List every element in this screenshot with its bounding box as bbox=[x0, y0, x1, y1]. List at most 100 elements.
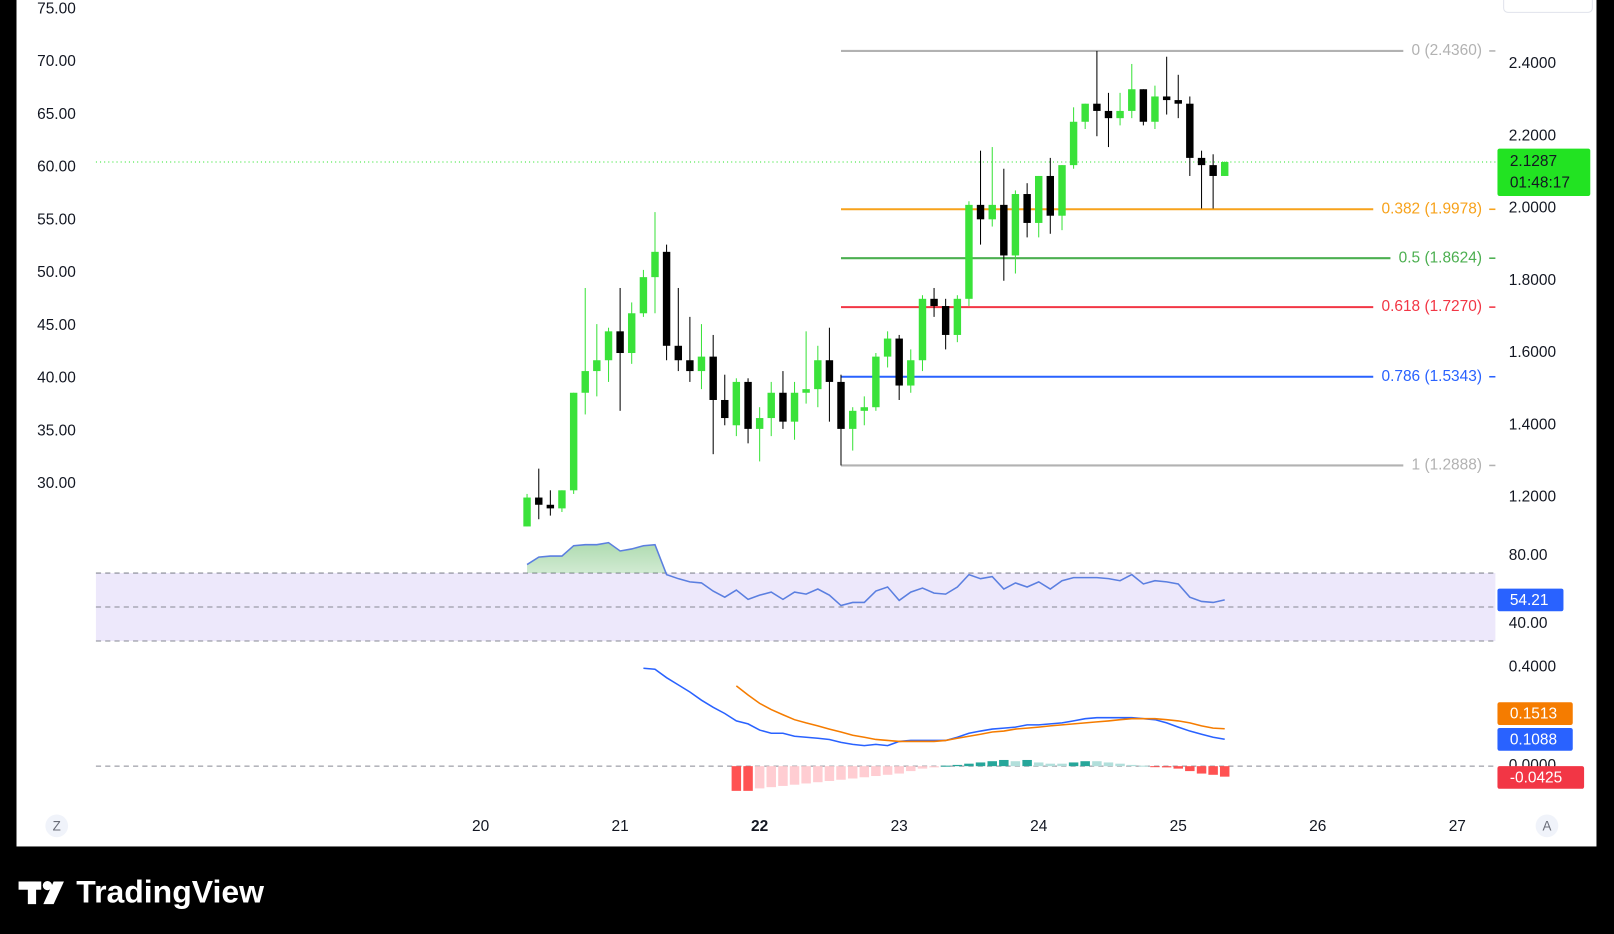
candle-body bbox=[1220, 161, 1229, 176]
fib-label: 0.618 (1.7270) bbox=[1381, 298, 1481, 315]
y-tick-label: 1.8000 bbox=[1509, 272, 1556, 289]
candle-body bbox=[732, 381, 741, 426]
candle-body bbox=[1034, 175, 1043, 223]
macd-histogram-bar bbox=[952, 764, 963, 767]
macd-histogram-bar bbox=[1092, 761, 1102, 767]
y-tick-label: 1.2000 bbox=[1509, 489, 1556, 506]
zoom-button[interactable] bbox=[45, 814, 69, 838]
macd-histogram-bar bbox=[731, 766, 742, 791]
candle-body bbox=[1104, 110, 1113, 119]
macd-value-box bbox=[1497, 728, 1573, 751]
macd-histogram-bar bbox=[987, 761, 997, 767]
macd-value-box bbox=[1497, 702, 1573, 725]
plot-layer: 1.2000 1.4000 1.6000 1.8000 2.0000 2.2000 2.40… bbox=[16, 0, 1591, 835]
y2-tick-label: 75.00 bbox=[37, 0, 76, 17]
candle-body bbox=[883, 338, 892, 357]
macd-histogram-bar bbox=[1173, 766, 1183, 769]
macd-histogram-bar bbox=[917, 766, 928, 769]
candle-body bbox=[569, 392, 578, 491]
price-box-countdown: 01:48:17 bbox=[1510, 175, 1570, 192]
y-tick-label: 2.2000 bbox=[1509, 127, 1556, 144]
candle-body bbox=[849, 410, 857, 429]
macd-histogram-bar bbox=[813, 766, 823, 783]
macd-tick-label: 0.4000 bbox=[1509, 658, 1556, 675]
fib-label: 0.786 (1.5343) bbox=[1381, 368, 1481, 385]
candle-body bbox=[814, 360, 822, 390]
brand-name: TradingView bbox=[76, 873, 264, 909]
chart-panel bbox=[16, 0, 1597, 847]
x-tick-label: 21 bbox=[612, 818, 629, 835]
macd-histogram-bar bbox=[964, 763, 974, 767]
candle-body bbox=[651, 251, 659, 278]
y2-tick-label: 35.00 bbox=[37, 422, 76, 439]
candle-body bbox=[744, 381, 752, 429]
fib-label: 0.5 (1.8624) bbox=[1399, 249, 1482, 266]
candle-body bbox=[1116, 110, 1124, 119]
candle-body bbox=[1151, 96, 1159, 122]
candle-body bbox=[802, 389, 810, 393]
candle-body bbox=[790, 392, 799, 422]
macd-histogram-bar bbox=[882, 766, 893, 775]
macd-histogram-bar bbox=[801, 766, 811, 784]
y2-tick-label: 30.00 bbox=[37, 475, 76, 492]
y2-tick-label: 70.00 bbox=[37, 53, 76, 70]
macd-histogram-bar bbox=[1010, 761, 1021, 767]
candle-body bbox=[1139, 89, 1148, 122]
candle-body bbox=[1174, 100, 1182, 104]
x-tick-label: 25 bbox=[1170, 818, 1187, 835]
x-tick-label: 24 bbox=[1030, 818, 1048, 835]
macd-histogram-bar bbox=[1022, 759, 1032, 767]
auto-button-label[interactable]: A bbox=[1543, 818, 1552, 833]
candle-body bbox=[558, 490, 566, 509]
candle-body bbox=[837, 381, 845, 429]
macd-histogram-bar bbox=[894, 766, 904, 774]
y2-tick-label: 65.00 bbox=[37, 106, 76, 123]
auto-button[interactable] bbox=[1535, 814, 1559, 838]
candle-body bbox=[1081, 103, 1089, 122]
candle-body bbox=[686, 360, 694, 372]
y-tick-label: 2.0000 bbox=[1509, 200, 1556, 217]
candle-body bbox=[546, 504, 555, 509]
macd-histogram-bar bbox=[789, 766, 800, 785]
macd-value-label: -0.0425 bbox=[1510, 770, 1562, 787]
macd-histogram-bar bbox=[975, 762, 986, 767]
macd-histogram-bar bbox=[1057, 763, 1067, 767]
macd-histogram-bar bbox=[1127, 764, 1137, 767]
macd-value-label: 0.1513 bbox=[1510, 706, 1557, 723]
price-box-value: 2.1287 bbox=[1510, 153, 1557, 170]
macd-value-label: 0.1088 bbox=[1510, 731, 1557, 748]
rsi-tick-label: 40.00 bbox=[1509, 615, 1548, 632]
y2-tick-label: 45.00 bbox=[37, 317, 76, 334]
zoom-button-label[interactable]: Z bbox=[53, 818, 61, 833]
x-tick-label: 23 bbox=[891, 818, 908, 835]
x-tick-label: 20 bbox=[472, 818, 489, 835]
candle-body bbox=[988, 204, 996, 220]
macd-histogram-bar bbox=[824, 766, 835, 781]
candle-body bbox=[721, 399, 729, 419]
macd-histogram-bar bbox=[859, 766, 870, 778]
macd-histogram-bar bbox=[906, 766, 916, 772]
toolbar-box bbox=[1503, 0, 1593, 13]
candle-body bbox=[965, 204, 973, 299]
y2-tick-label: 40.00 bbox=[37, 370, 76, 387]
macd-histogram-bar bbox=[1185, 766, 1195, 772]
candle-body bbox=[1011, 194, 1020, 256]
macd-histogram-bar bbox=[1161, 766, 1172, 768]
rsi-tick-label: 80.00 bbox=[1509, 547, 1548, 564]
macd-histogram-bar bbox=[999, 759, 1009, 767]
macd-histogram-bar bbox=[1080, 761, 1090, 767]
fib-label: 0 (2.4360) bbox=[1412, 42, 1482, 59]
y-tick-label: 2.4000 bbox=[1509, 55, 1556, 72]
candle-body bbox=[953, 298, 962, 335]
macd-histogram-bar bbox=[766, 766, 776, 788]
candle-body bbox=[976, 204, 985, 220]
candle-body bbox=[767, 392, 775, 419]
macd-histogram-bar bbox=[1045, 763, 1056, 767]
y2-tick-label: 55.00 bbox=[37, 211, 76, 228]
candle-body bbox=[523, 497, 531, 527]
candle-body bbox=[1069, 121, 1078, 166]
macd-histogram-bar bbox=[847, 766, 858, 779]
macd-histogram-bar bbox=[1208, 766, 1218, 775]
